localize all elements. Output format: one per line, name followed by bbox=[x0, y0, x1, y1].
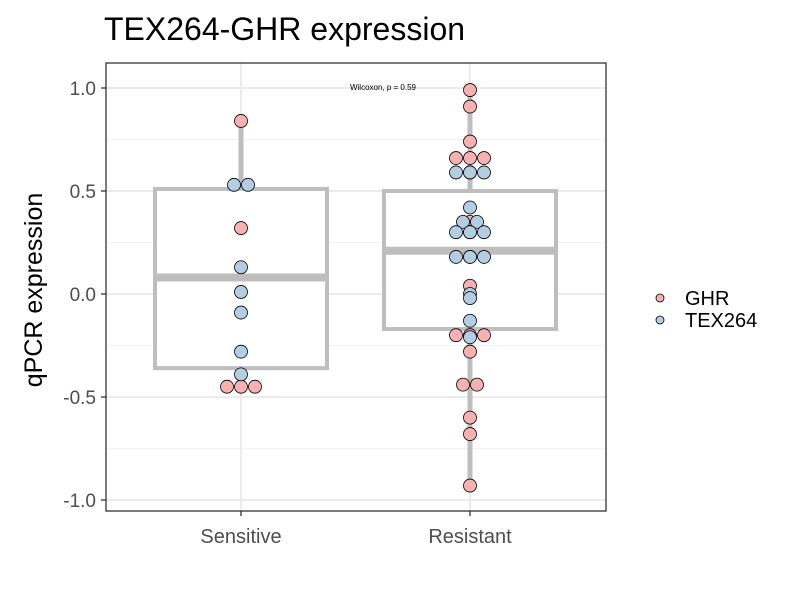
dot-ghr-resistant bbox=[463, 410, 477, 425]
dot-tex264-sensitive bbox=[227, 177, 241, 192]
dot-ghr-sensitive bbox=[234, 221, 248, 235]
dot-tex264-sensitive bbox=[234, 367, 248, 382]
dot-ghr-sensitive bbox=[220, 379, 234, 394]
dot-tex264-resistant bbox=[456, 214, 470, 229]
dot-ghr-resistant bbox=[463, 344, 477, 359]
y-tick-label: 0.0 bbox=[70, 285, 96, 306]
dot-ghr-resistant bbox=[470, 377, 484, 392]
dot-ghr-resistant bbox=[463, 83, 477, 97]
dot-tex264-resistant bbox=[463, 165, 477, 180]
legend-key-tex264 bbox=[655, 315, 665, 325]
dot-tex264-sensitive bbox=[234, 344, 248, 359]
dot-ghr-resistant bbox=[463, 151, 477, 165]
dot-ghr-resistant bbox=[449, 151, 463, 165]
y-tick-label: 0.5 bbox=[70, 182, 96, 203]
dot-ghr-sensitive bbox=[234, 114, 248, 128]
dot-ghr-resistant bbox=[463, 134, 477, 149]
dot-tex264-resistant bbox=[463, 313, 477, 328]
y-axis-title: qPCR expression bbox=[20, 193, 48, 388]
dot-tex264-sensitive bbox=[234, 285, 248, 299]
dot-tex264-resistant bbox=[463, 225, 477, 240]
dot-tex264-resistant bbox=[463, 200, 477, 215]
dot-tex264-resistant bbox=[463, 250, 477, 264]
legend-label-ghr: GHR bbox=[685, 288, 729, 310]
dot-ghr-resistant bbox=[449, 328, 463, 343]
dot-tex264-sensitive bbox=[234, 305, 248, 320]
dot-tex264-resistant bbox=[449, 250, 463, 264]
dot-ghr-resistant bbox=[456, 377, 470, 392]
dot-ghr-sensitive bbox=[234, 379, 248, 394]
dot-tex264-resistant bbox=[463, 291, 477, 306]
dot-tex264-sensitive bbox=[241, 177, 255, 192]
dot-tex264-resistant bbox=[449, 165, 463, 180]
dot-ghr-resistant bbox=[477, 151, 491, 165]
legend-label-tex264: TEX264 bbox=[685, 310, 757, 332]
dot-ghr-resistant bbox=[463, 478, 477, 493]
dot-ghr-resistant bbox=[463, 99, 477, 114]
chart-title: TEX264-GHR expression bbox=[104, 11, 465, 47]
y-tick-label: -1.0 bbox=[63, 491, 96, 512]
dot-tex264-resistant bbox=[463, 330, 477, 345]
dot-ghr-sensitive bbox=[248, 379, 262, 394]
dot-ghr-resistant bbox=[477, 328, 491, 343]
dot-tex264-resistant bbox=[449, 225, 463, 240]
dot-tex264-resistant bbox=[477, 225, 491, 240]
x-category-label: Resistant bbox=[428, 526, 512, 548]
legend-key-ghr bbox=[655, 293, 665, 303]
dot-tex264-resistant bbox=[477, 165, 491, 180]
dot-ghr-resistant bbox=[463, 427, 477, 441]
x-category-label: Sensitive bbox=[200, 526, 281, 548]
y-tick-label: -0.5 bbox=[63, 388, 96, 409]
plot-border bbox=[105, 62, 607, 512]
dot-tex264-resistant bbox=[477, 250, 491, 264]
dot-tex264-sensitive bbox=[234, 260, 248, 275]
wilcoxon-annotation: Wilcoxon, p = 0.59 bbox=[350, 83, 417, 92]
dot-tex264-resistant bbox=[470, 214, 484, 229]
y-tick-label: 1.0 bbox=[70, 79, 96, 100]
